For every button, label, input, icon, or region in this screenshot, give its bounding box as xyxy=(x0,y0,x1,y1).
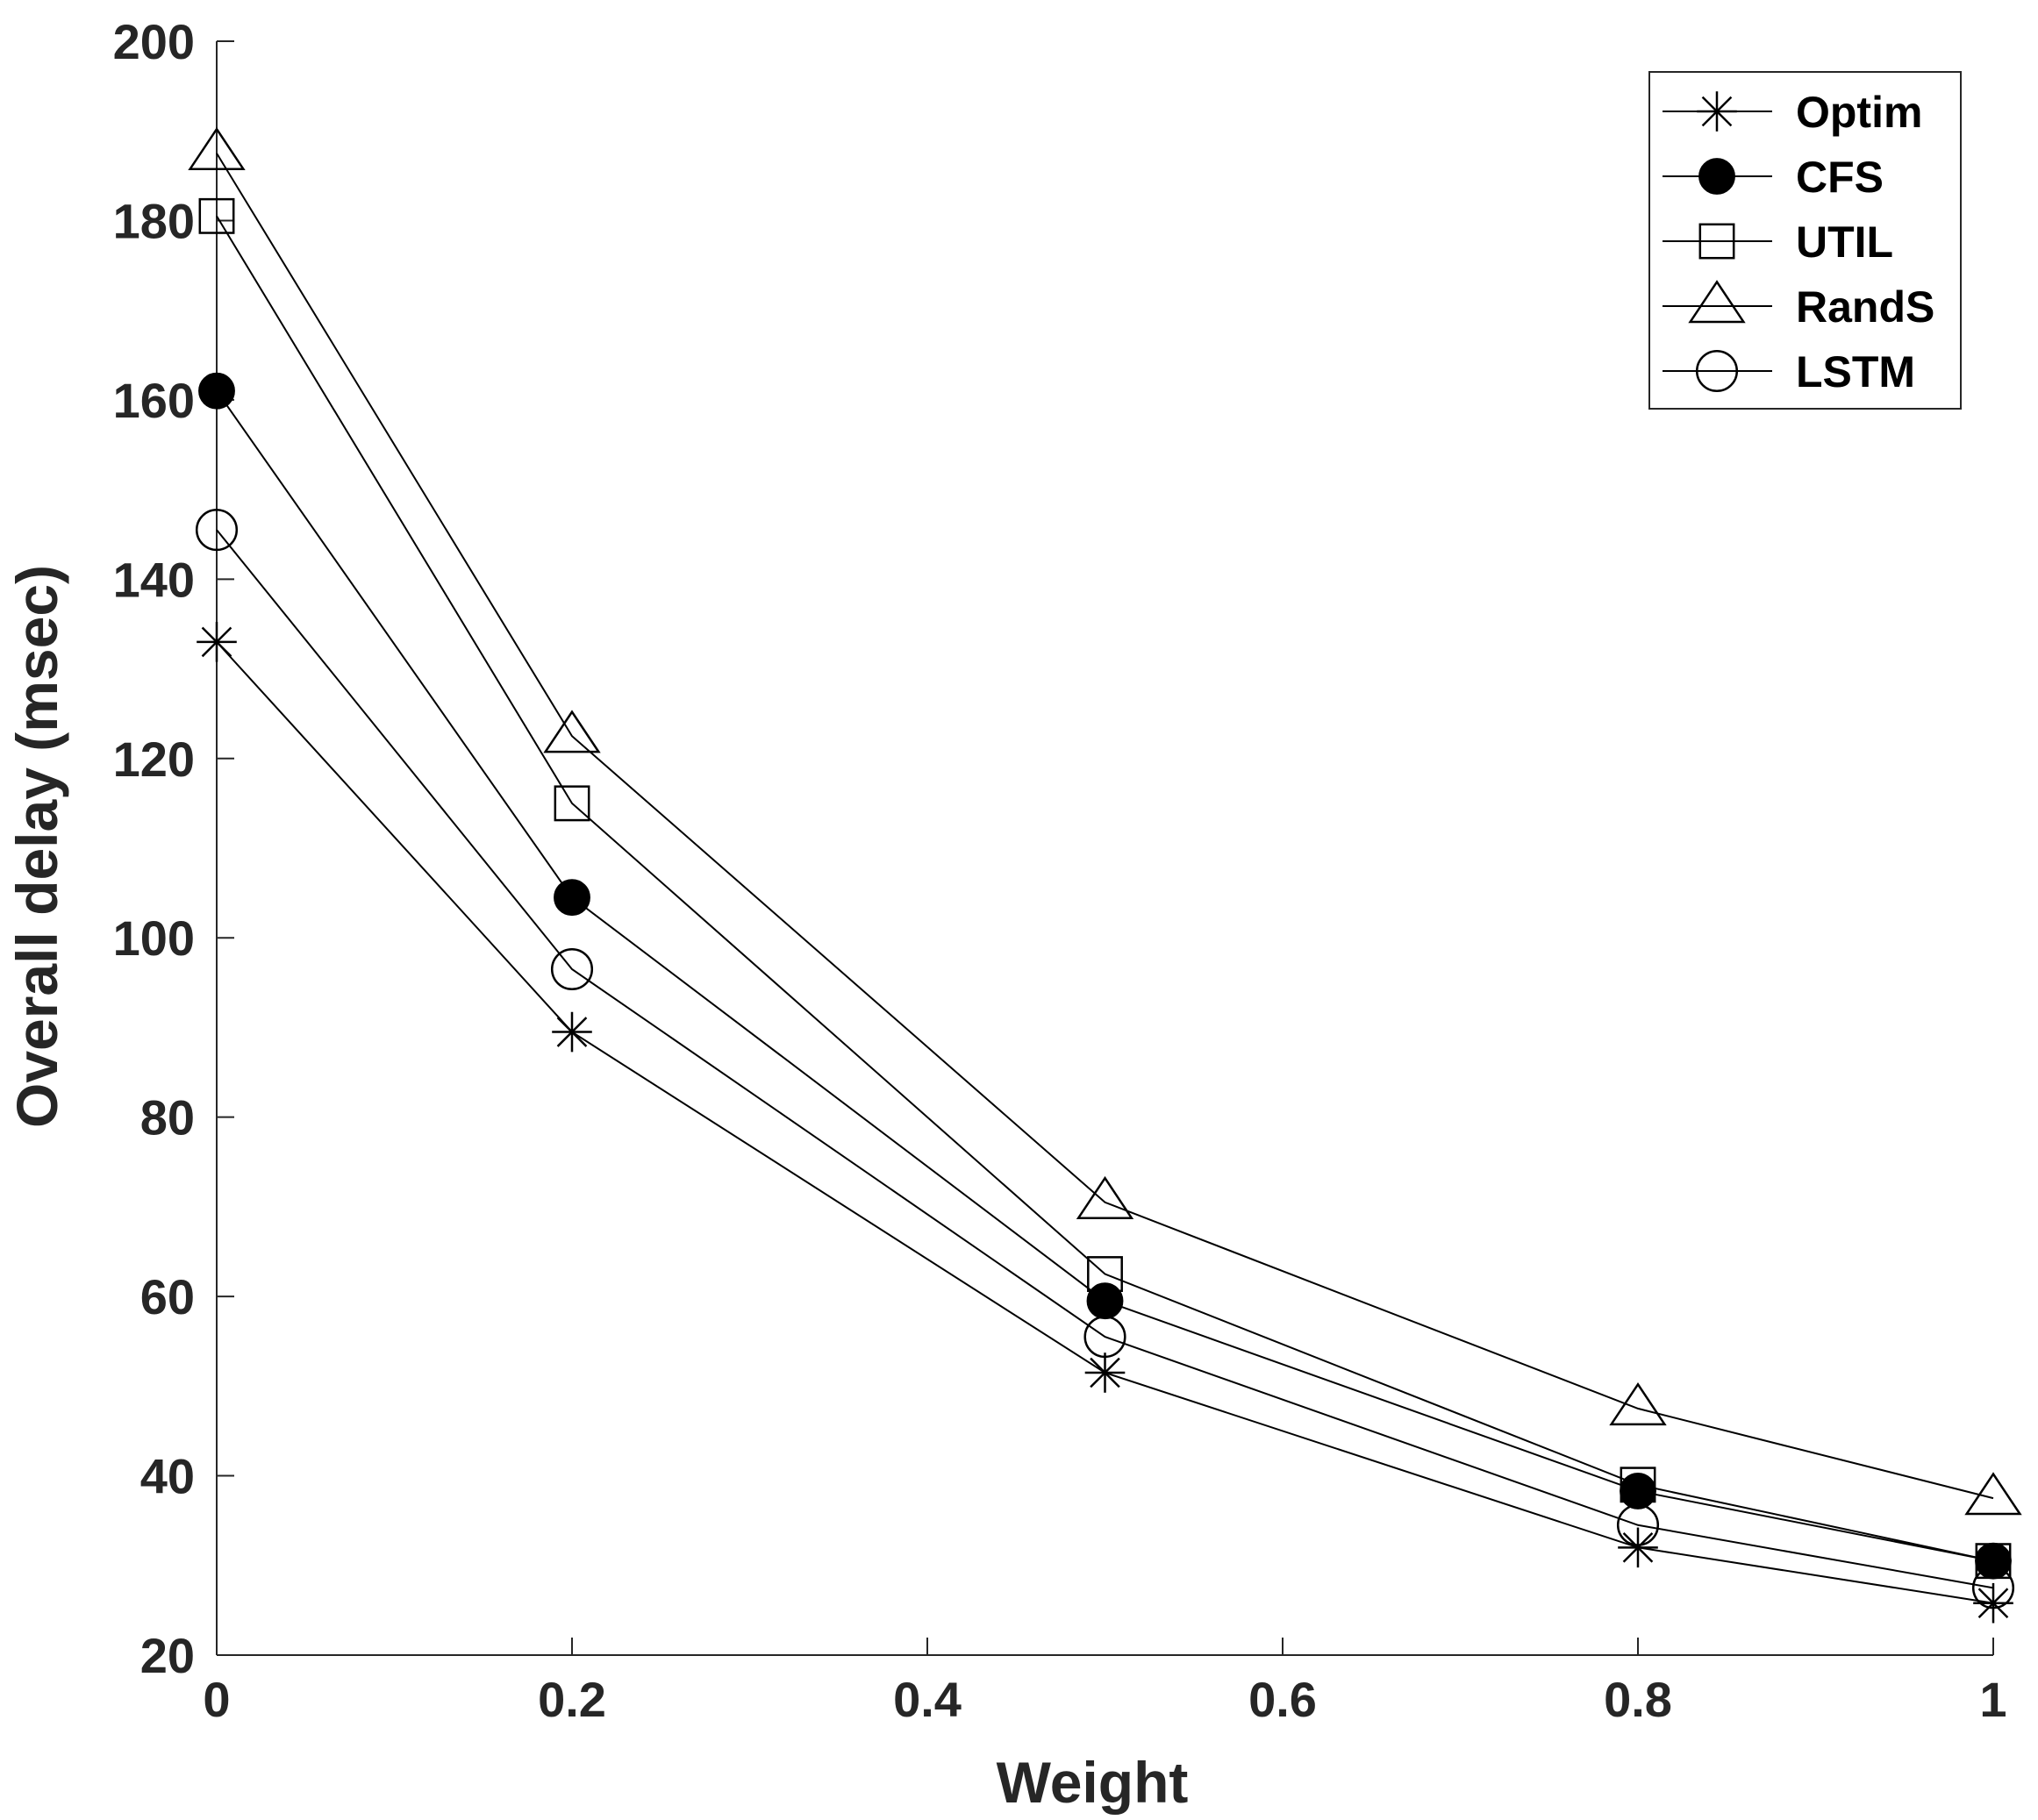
data-point xyxy=(552,1011,592,1053)
series-line xyxy=(216,529,1994,1589)
data-point xyxy=(188,126,246,170)
legend-item: Optim xyxy=(1663,88,1922,137)
square xyxy=(1620,1467,1656,1503)
y-tick-label: 180 xyxy=(113,193,195,248)
series-line xyxy=(216,641,1994,1604)
filled-circle xyxy=(1698,158,1735,195)
data-point xyxy=(1975,1543,2012,1580)
square xyxy=(198,197,235,234)
y-tick-label: 100 xyxy=(113,910,195,966)
data-point xyxy=(554,879,590,917)
data-point xyxy=(195,509,239,552)
asterisk-stroke xyxy=(1090,1357,1120,1388)
asterisk-stroke xyxy=(556,1017,588,1047)
data-point xyxy=(1618,1527,1658,1568)
data-point xyxy=(1609,1382,1667,1426)
x-tick-label: 0 xyxy=(203,1672,230,1727)
series-rands xyxy=(188,126,2022,1516)
legend-item: UTIL xyxy=(1663,218,1893,267)
series-util xyxy=(198,197,2012,1580)
y-tick-label: 200 xyxy=(113,14,195,69)
legend-label: RandS xyxy=(1796,282,1934,332)
x-tick-label: 0.4 xyxy=(893,1672,962,1727)
y-axis-title: Overall delay (msec) xyxy=(4,565,69,1128)
legend-marker xyxy=(1697,91,1737,132)
x-tick-label: 0.8 xyxy=(1604,1672,1672,1727)
legend-label: UTIL xyxy=(1796,218,1893,267)
data-point xyxy=(1076,1175,1134,1219)
legend-label: CFS xyxy=(1796,153,1884,202)
data-point xyxy=(1083,1316,1126,1359)
triangle xyxy=(1964,1472,2022,1516)
y-tick-label: 120 xyxy=(113,732,195,787)
x-tick-label: 1 xyxy=(1979,1672,2006,1727)
data-point xyxy=(1084,1353,1126,1393)
y-tick-label: 80 xyxy=(140,1090,195,1146)
legend-label: LSTM xyxy=(1796,347,1915,396)
square xyxy=(554,785,590,822)
triangle xyxy=(1076,1175,1134,1219)
series-layer xyxy=(188,126,2022,1624)
x-tick-label: 0.2 xyxy=(538,1672,606,1727)
y-tick-label: 140 xyxy=(113,552,195,607)
data-point xyxy=(1964,1472,2022,1516)
x-tick-label: 0.6 xyxy=(1248,1672,1317,1727)
data-point xyxy=(197,622,237,662)
asterisk-stroke xyxy=(1977,1588,2009,1619)
data-point xyxy=(1086,1282,1124,1320)
data-point xyxy=(1620,1467,1656,1503)
y-tick-label: 40 xyxy=(140,1449,195,1504)
filled-circle xyxy=(1086,1282,1124,1320)
data-point xyxy=(198,372,235,410)
open-circle xyxy=(1083,1316,1126,1359)
triangle xyxy=(1688,280,1746,324)
data-point xyxy=(1971,1567,2015,1609)
asterisk-stroke xyxy=(1622,1532,1654,1563)
triangle xyxy=(1609,1382,1667,1426)
legend-item: LSTM xyxy=(1663,347,1915,396)
open-circle xyxy=(1695,349,1739,393)
data-point xyxy=(543,710,601,753)
square xyxy=(1975,1543,2012,1580)
legend-marker xyxy=(1688,280,1746,324)
open-circle xyxy=(1971,1567,2015,1609)
legend: Optim CFS UTIL RandS LSTM xyxy=(1648,71,1962,410)
legend-item: RandS xyxy=(1663,280,1934,332)
legend-marker xyxy=(1698,158,1735,195)
series-lstm xyxy=(195,509,2015,1609)
asterisk-stroke xyxy=(201,626,232,658)
x-axis-title: Weight xyxy=(997,1750,1189,1815)
triangle xyxy=(543,710,601,753)
square xyxy=(1087,1256,1123,1293)
data-point xyxy=(550,947,594,991)
series-line xyxy=(216,215,1994,1562)
data-point xyxy=(1616,1503,1660,1546)
series-cfs xyxy=(198,372,2012,1580)
legend-marker xyxy=(1695,349,1739,393)
data-point xyxy=(1620,1473,1656,1510)
filled-circle xyxy=(198,372,235,410)
data-point xyxy=(1087,1256,1123,1293)
y-tick-label: 20 xyxy=(140,1628,195,1683)
y-tick-label: 60 xyxy=(140,1269,195,1324)
square xyxy=(1698,223,1735,260)
open-circle xyxy=(550,947,594,991)
asterisk-stroke xyxy=(1701,96,1733,127)
filled-circle xyxy=(1620,1473,1656,1510)
data-point xyxy=(554,785,590,822)
data-point xyxy=(198,197,235,234)
legend-item: CFS xyxy=(1663,153,1884,202)
open-circle xyxy=(1616,1503,1660,1546)
series-optim xyxy=(197,622,2013,1624)
legend-label: Optim xyxy=(1796,88,1922,137)
legend-marker xyxy=(1698,223,1735,260)
open-circle xyxy=(195,509,239,552)
filled-circle xyxy=(554,879,590,917)
triangle xyxy=(188,126,246,170)
series-line xyxy=(216,153,1994,1500)
y-tick-label: 160 xyxy=(113,373,195,428)
